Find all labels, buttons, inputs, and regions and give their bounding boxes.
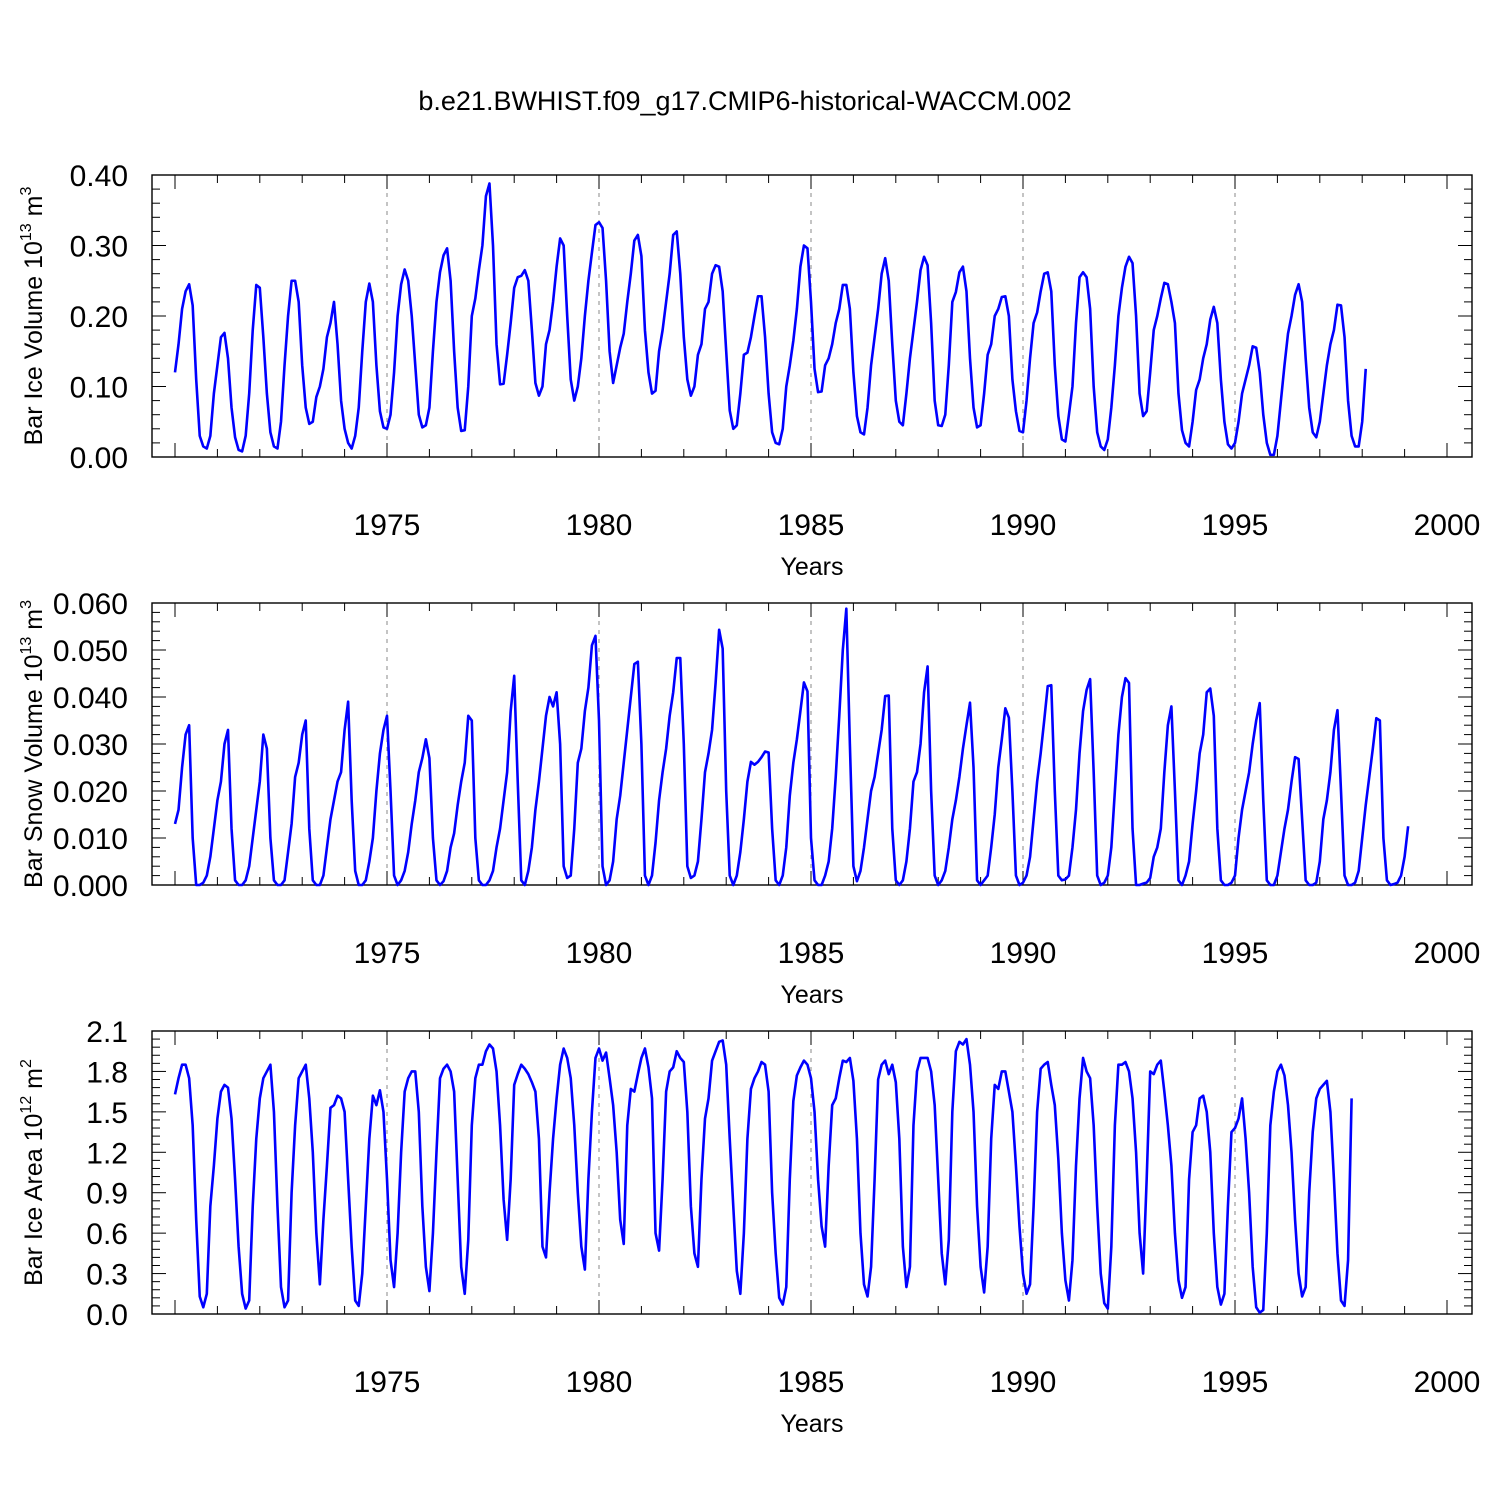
panel-2: 0.000 0.010 0.020 0.030 0.040 0.050 0.060 1975 1… bbox=[18, 588, 1480, 1009]
y-tick-label: 0.060 bbox=[53, 588, 128, 621]
y-tick-label: 0.020 bbox=[53, 776, 128, 809]
y-axis-label-text: Bar Ice Area 10 bbox=[20, 1114, 48, 1286]
x-tick-label: 1980 bbox=[566, 1366, 633, 1399]
panel-1: 0.00 0.10 0.20 0.30 0.40 1975 1980 1985 1990 1995… bbox=[18, 160, 1480, 581]
y-tick-label: 0.00 bbox=[70, 442, 128, 475]
y-axis-label-exponent: 13 bbox=[18, 223, 35, 241]
y-axis-label-unit-exponent: 3 bbox=[18, 600, 35, 609]
x-tick-label: 1985 bbox=[778, 509, 845, 542]
x-tick-label: 1990 bbox=[990, 1366, 1057, 1399]
x-tick-label: 1995 bbox=[1202, 1366, 1269, 1399]
y-tick-label: 0.030 bbox=[53, 729, 128, 762]
y-axis-label-unit-exponent: 3 bbox=[18, 187, 35, 196]
y-tick-label: 0.10 bbox=[70, 372, 128, 405]
x-tick-label: 1985 bbox=[778, 937, 845, 970]
x-axis-label: Years bbox=[780, 981, 843, 1009]
y-tick-label: 0.000 bbox=[53, 870, 128, 903]
x-tick-label: 1990 bbox=[990, 937, 1057, 970]
y-tick-label: 0.30 bbox=[70, 231, 128, 264]
x-tick-label: 1980 bbox=[566, 509, 633, 542]
x-tick-label: 2000 bbox=[1414, 1366, 1481, 1399]
y-tick-label: 2.1 bbox=[86, 1016, 128, 1049]
y-axis-label-text: Bar Ice Volume 10 bbox=[20, 241, 48, 445]
x-axis-label: Years bbox=[780, 1410, 843, 1438]
x-tick-label: 1975 bbox=[354, 1366, 421, 1399]
series-line bbox=[173, 1037, 1353, 1314]
y-axis-label-unit: m bbox=[20, 1068, 48, 1096]
y-tick-label: 1.5 bbox=[86, 1097, 128, 1130]
y-axis-label-unit: m bbox=[20, 196, 48, 224]
plot-frame bbox=[151, 1030, 1473, 1315]
x-tick-label: 1990 bbox=[990, 509, 1057, 542]
y-axis-label-exponent: 13 bbox=[18, 637, 35, 655]
y-tick-label: 0.40 bbox=[70, 160, 128, 193]
x-tick-label: 1995 bbox=[1202, 509, 1269, 542]
y-axis-label: Bar Ice Volume 1013 m3 bbox=[18, 187, 48, 446]
y-tick-label: 0.6 bbox=[86, 1218, 128, 1251]
panels: 0.00 0.10 0.20 0.30 0.40 1975 1980 1985 1990 1995… bbox=[18, 160, 1480, 1438]
y-tick-label: 0.0 bbox=[86, 1299, 128, 1332]
y-axis-label-unit: m bbox=[20, 609, 48, 637]
y-tick-label: 1.2 bbox=[86, 1137, 128, 1170]
y-tick-label: 0.20 bbox=[70, 301, 128, 334]
y-tick-label: 0.9 bbox=[86, 1178, 128, 1211]
x-tick-label: 2000 bbox=[1414, 509, 1481, 542]
y-axis-label: Bar Ice Area 1012 m2 bbox=[18, 1059, 48, 1286]
y-tick-label: 1.8 bbox=[86, 1056, 128, 1089]
x-tick-label: 1975 bbox=[354, 937, 421, 970]
y-tick-label: 0.010 bbox=[53, 823, 128, 856]
x-axis-label: Years bbox=[780, 553, 843, 581]
x-tick-label: 1985 bbox=[778, 1366, 845, 1399]
panel-3: 0.0 0.3 0.6 0.9 1.2 1.5 1.8 2.1 1975 1980 1985 1990… bbox=[18, 1016, 1480, 1438]
series-line bbox=[173, 607, 1410, 887]
figure-title: b.e21.BWHIST.f09_g17.CMIP6-historical-WA… bbox=[418, 86, 1071, 116]
y-tick-label: 0.040 bbox=[53, 682, 128, 715]
x-tick-label: 2000 bbox=[1414, 937, 1481, 970]
x-tick-label: 1980 bbox=[566, 937, 633, 970]
y-axis-label: Bar Snow Volume 1013 m3 bbox=[18, 600, 48, 888]
y-tick-label: 0.050 bbox=[53, 635, 128, 668]
y-axis-label-exponent: 12 bbox=[18, 1096, 35, 1114]
series-line bbox=[173, 182, 1368, 457]
y-axis-label-unit-exponent: 2 bbox=[18, 1059, 35, 1068]
x-tick-label: 1995 bbox=[1202, 937, 1269, 970]
x-tick-label: 1975 bbox=[354, 509, 421, 542]
y-tick-label: 0.3 bbox=[86, 1259, 128, 1292]
y-axis-label-text: Bar Snow Volume 10 bbox=[20, 655, 48, 888]
